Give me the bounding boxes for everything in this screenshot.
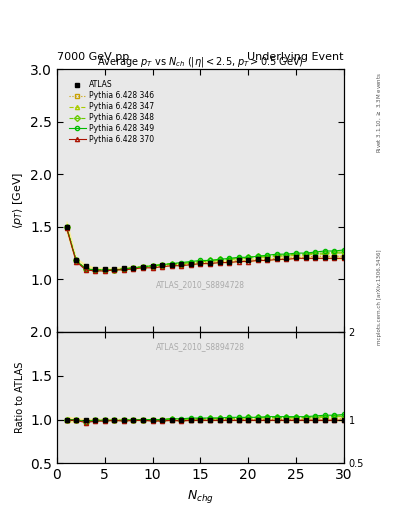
Text: 7000 GeV pp: 7000 GeV pp [57, 52, 129, 62]
Y-axis label: $\langle p_T \rangle$ [GeV]: $\langle p_T \rangle$ [GeV] [11, 172, 25, 229]
Legend: ATLAS, Pythia 6.428 346, Pythia 6.428 347, Pythia 6.428 348, Pythia 6.428 349, P: ATLAS, Pythia 6.428 346, Pythia 6.428 34… [66, 78, 156, 146]
Y-axis label: Ratio to ATLAS: Ratio to ATLAS [15, 362, 25, 433]
Text: Rivet 3.1.10, $\geq$ 3.3M events: Rivet 3.1.10, $\geq$ 3.3M events [375, 72, 383, 153]
Title: Average $p_T$ vs $N_{ch}$ ($|\eta| < 2.5$, $p_T > 0.5$ GeV): Average $p_T$ vs $N_{ch}$ ($|\eta| < 2.5… [97, 55, 304, 69]
Text: ATLAS_2010_S8894728: ATLAS_2010_S8894728 [156, 280, 245, 289]
Text: mcplots.cern.ch [arXiv:1306.3436]: mcplots.cern.ch [arXiv:1306.3436] [377, 249, 382, 345]
X-axis label: $N_{chg}$: $N_{chg}$ [187, 488, 214, 505]
Text: Underlying Event: Underlying Event [247, 52, 344, 62]
Text: ATLAS_2010_S8894728: ATLAS_2010_S8894728 [156, 343, 245, 351]
